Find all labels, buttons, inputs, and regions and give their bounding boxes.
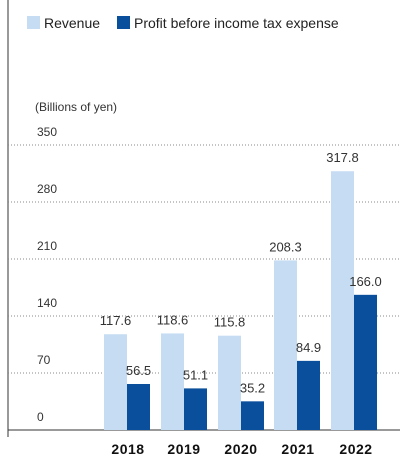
- bar-revenue-2018: [104, 334, 127, 430]
- bar-revenue-2021: [274, 260, 297, 430]
- x-category-label-2019: 2019: [167, 441, 200, 457]
- y-tick-label-140: 140: [37, 296, 57, 310]
- bar-profit-2020: [241, 401, 264, 430]
- x-category-label-2022: 2022: [339, 441, 372, 457]
- bar-revenue-2022: [331, 171, 354, 430]
- data-label-revenue-2018: 117.6: [100, 313, 132, 328]
- legend: Revenue Profit before income tax expense: [27, 15, 339, 31]
- y-tick-label-70: 70: [37, 353, 51, 367]
- y-tick-label-210: 210: [37, 239, 57, 253]
- y-tick-label-280: 280: [37, 182, 57, 196]
- data-label-revenue-2019: 118.6: [157, 312, 189, 327]
- data-label-revenue-2020: 115.8: [214, 315, 246, 330]
- bar-profit-2021: [297, 360, 320, 430]
- x-category-label-2021: 2021: [281, 441, 314, 457]
- bar-profit-2019: [184, 388, 207, 430]
- data-label-profit-2019: 51.1: [183, 367, 208, 382]
- data-labels: 117.6 56.5 2018 118.6 51.1 2019 115.8 35.2 2020 2…: [100, 150, 382, 457]
- legend-label-profit: Profit before income tax expense: [134, 15, 339, 31]
- y-tick-label-350: 350: [37, 125, 57, 139]
- gridlines: 0 70 140 210 280 350: [8, 125, 400, 424]
- x-category-label-2020: 2020: [224, 441, 257, 457]
- legend-swatch-profit: [117, 16, 130, 29]
- data-label-revenue-2022: 317.8: [326, 150, 359, 165]
- legend-label-revenue: Revenue: [44, 15, 100, 31]
- data-label-profit-2018: 56.5: [126, 363, 151, 378]
- data-label-profit-2022: 166.0: [349, 274, 382, 289]
- legend-swatch-revenue: [27, 16, 40, 29]
- bar-revenue-2019: [161, 333, 184, 430]
- bar-profit-2018: [127, 383, 150, 430]
- bar-profit-2022: [354, 294, 377, 430]
- data-label-profit-2020: 35.2: [240, 380, 265, 395]
- x-category-label-2018: 2018: [111, 441, 144, 457]
- data-label-profit-2021: 84.9: [296, 340, 321, 355]
- bar-revenue-2020: [218, 335, 241, 430]
- data-label-revenue-2021: 208.3: [269, 239, 302, 254]
- y-unit-label: (Billions of yen): [35, 100, 117, 114]
- bars: [104, 171, 377, 430]
- y-tick-label-0: 0: [37, 410, 44, 424]
